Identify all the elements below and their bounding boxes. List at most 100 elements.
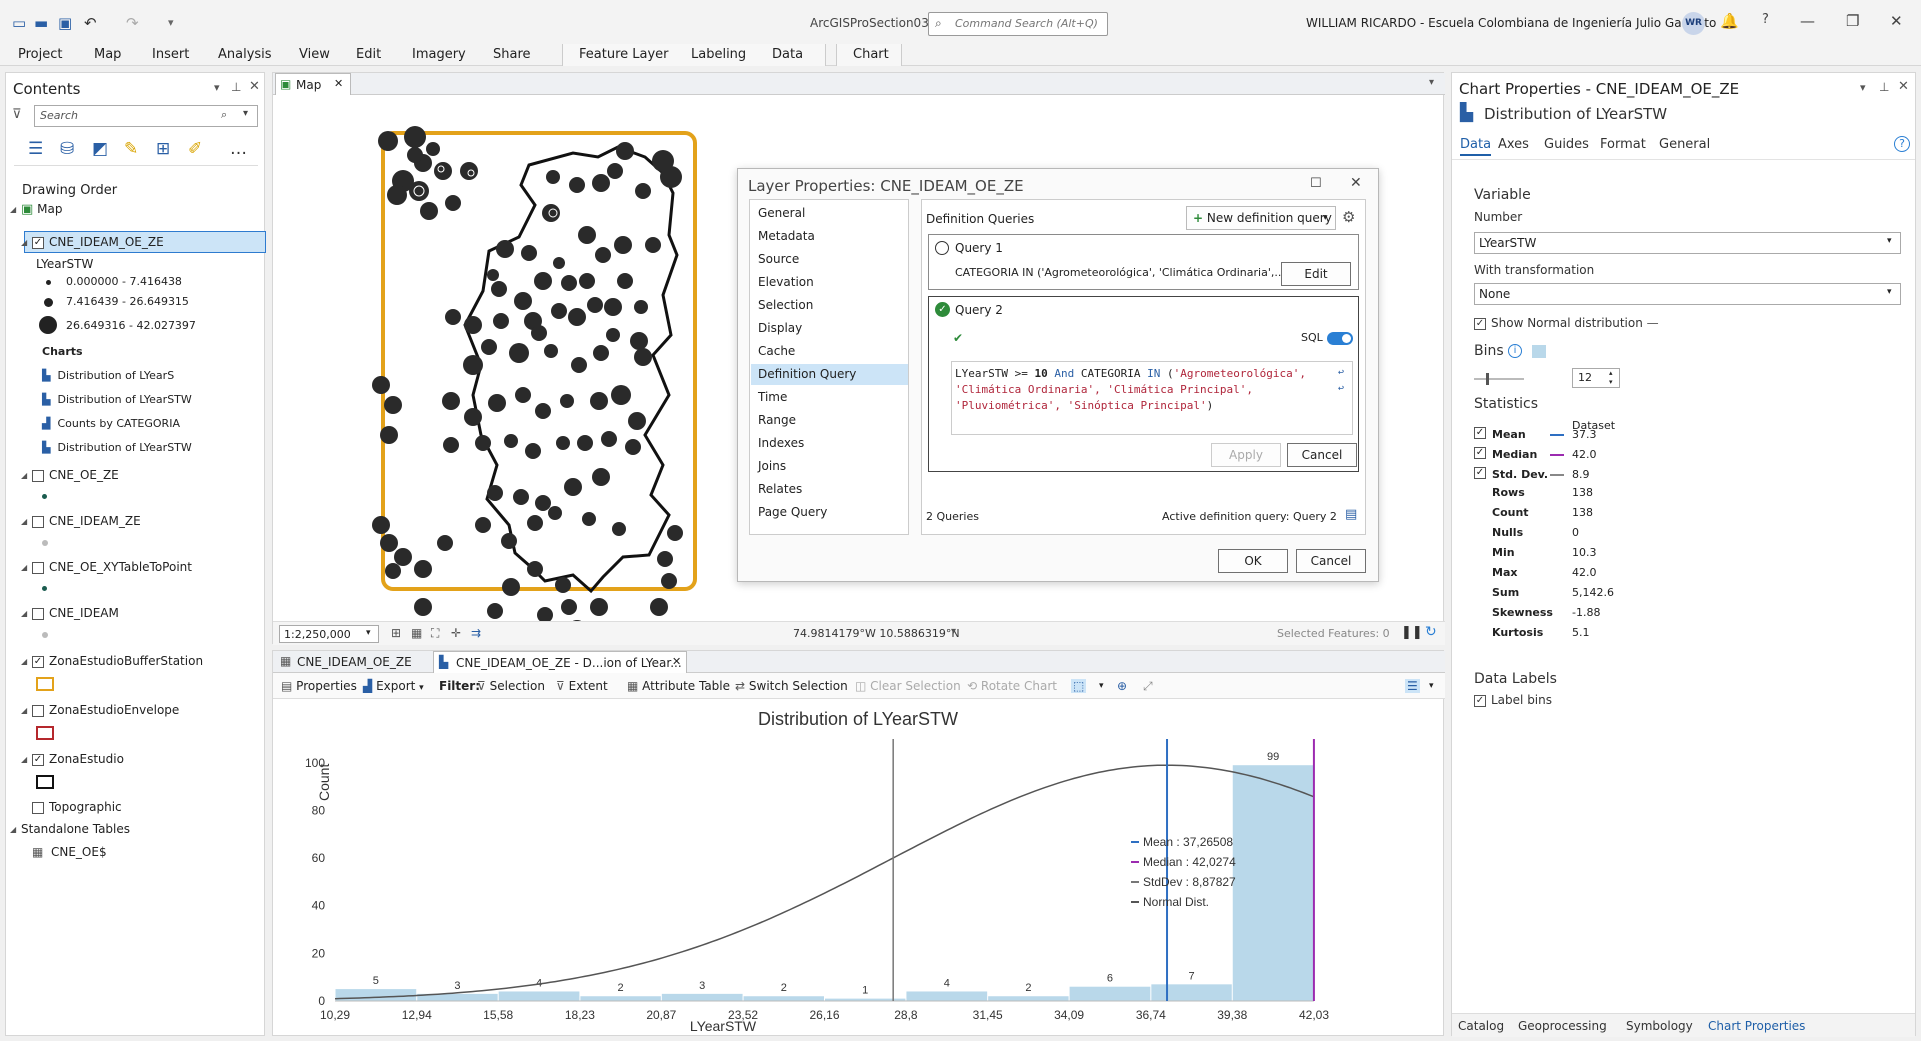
tab-view[interactable]: View <box>299 47 330 62</box>
close-tab-icon[interactable]: ✕ <box>334 77 344 90</box>
tab-map[interactable]: Map <box>94 47 122 62</box>
toc-layer[interactable]: CNE_OE_XYTableToPoint <box>32 560 192 574</box>
nav-metadata[interactable]: Metadata <box>758 229 815 243</box>
bins-slider-handle[interactable] <box>1486 373 1489 385</box>
close-pane-icon[interactable]: ✕ <box>249 79 260 94</box>
stepper-arrows-icon[interactable]: ▴ ▾ <box>1609 369 1613 386</box>
editing-icon[interactable]: ✎ <box>124 139 139 159</box>
nav-elevation[interactable]: Elevation <box>758 275 814 289</box>
tab-guides[interactable]: Guides <box>1544 137 1589 152</box>
chevron-down-icon[interactable]: ▾ <box>1099 681 1104 691</box>
filter-extent-button[interactable]: ⊽ Extent <box>556 679 608 693</box>
tab-analysis[interactable]: Analysis <box>218 47 272 62</box>
expand-layer-icon[interactable]: ◢ <box>21 563 28 572</box>
layer-visibility-checkbox[interactable] <box>32 704 44 717</box>
filter-icon[interactable]: ⊽ <box>12 107 22 122</box>
toc-layer[interactable]: CNE_IDEAM_ZE <box>32 514 141 528</box>
expand-layer-icon[interactable]: ◢ <box>21 471 28 480</box>
help-icon[interactable]: ? <box>1762 12 1769 27</box>
stat-checkbox[interactable]: ✓ <box>1474 467 1486 479</box>
redo-icon[interactable]: ↷ <box>126 14 139 32</box>
layer-visibility-checkbox[interactable] <box>32 801 44 814</box>
nav-general[interactable]: General <box>758 206 806 220</box>
layer-visibility-checkbox[interactable] <box>32 607 44 620</box>
checkbox[interactable]: ✓ <box>1474 694 1486 707</box>
more-options-icon[interactable]: … <box>230 139 247 159</box>
query-1-box[interactable]: Query 1 CATEGORIA IN ('Agrometeorológica… <box>928 234 1359 290</box>
save-icon[interactable]: ▣ <box>58 14 73 32</box>
maximize-icon[interactable]: ☐ <box>1310 176 1322 191</box>
help-icon[interactable]: ? <box>1894 136 1910 152</box>
tab-chart[interactable]: Chart <box>853 47 889 62</box>
legend-toggle-icon[interactable]: ☰ <box>1405 679 1420 693</box>
map-canvas[interactable] <box>273 95 1443 621</box>
tab-chart-properties[interactable]: Chart Properties <box>1708 1019 1806 1033</box>
extent-icon[interactable]: ⛶ <box>431 626 440 640</box>
labeling-icon[interactable]: ✐ <box>188 139 203 159</box>
close-tab-icon[interactable]: ✕ <box>672 655 682 668</box>
chart-item[interactable]: ▙ Distribution of LYearS <box>42 369 174 382</box>
nav-page-query[interactable]: Page Query <box>758 505 828 519</box>
expand-layer-icon[interactable]: ◢ <box>21 657 28 666</box>
nav-cache[interactable]: Cache <box>758 344 796 358</box>
fixed-zoom-icon[interactable]: ⊞ <box>391 626 402 640</box>
tab-data[interactable]: Data <box>1460 137 1492 156</box>
query-2-active-icon[interactable]: ✓ <box>935 302 950 317</box>
switch-selection-button[interactable]: ⇄ Switch Selection <box>735 679 848 693</box>
pause-icon[interactable]: ❚❚ <box>1401 625 1423 640</box>
notification-bell-icon[interactable]: 🔔 <box>1720 12 1739 30</box>
query-1-radio[interactable] <box>935 241 949 255</box>
layer-visibility-checkbox[interactable]: ✓ <box>32 655 44 668</box>
toc-layer[interactable]: ✓ ZonaEstudio <box>32 752 124 766</box>
nav-source[interactable]: Source <box>758 252 800 266</box>
pane-menu-icon[interactable]: ▾ <box>1860 81 1866 94</box>
histogram-chart[interactable]: Distribution of LYearSTW 0 20 40 60 80 100 5 3… <box>273 699 1443 1035</box>
nav-relates[interactable]: Relates <box>758 482 803 496</box>
filter-selection-button[interactable]: ⊽ Selection <box>477 679 545 693</box>
nav-range[interactable]: Range <box>758 413 797 427</box>
clear-selection-button[interactable]: ◫ Clear Selection <box>855 679 961 693</box>
checkbox[interactable]: ✓ <box>1474 317 1486 330</box>
toc-layer-selected[interactable] <box>24 231 266 253</box>
label-bins-checkbox[interactable]: ✓ Label bins <box>1474 693 1552 707</box>
stat-checkbox[interactable]: ✓ <box>1474 427 1486 439</box>
chart-item[interactable]: ▟ Counts by CATEGORIA <box>42 417 180 430</box>
layer-visibility-checkbox[interactable] <box>32 561 44 574</box>
nav-joins[interactable]: Joins <box>758 459 787 473</box>
layer-visibility-checkbox[interactable]: ✓ <box>32 753 44 766</box>
search-icon[interactable]: ⌕ <box>221 108 228 121</box>
close-dialog-icon[interactable]: ✕ <box>1350 175 1362 191</box>
toc-layer[interactable]: ✓ ZonaEstudioBufferStation <box>32 654 203 668</box>
chart-item[interactable]: ▙ Distribution of LYearSTW <box>42 393 192 406</box>
minimize-icon[interactable]: — <box>1800 12 1815 30</box>
avatar[interactable]: WR <box>1682 12 1705 35</box>
properties-button[interactable]: ▤ Properties <box>281 679 357 693</box>
drawing-order-icon[interactable]: ☰ <box>28 139 44 159</box>
bins-input[interactable]: 12 ▴ ▾ <box>1572 368 1620 388</box>
coordinate-format-chevron-icon[interactable]: ▾ <box>951 626 957 637</box>
attribute-table-button[interactable]: ▦ Attribute Table <box>627 679 730 693</box>
search-options-chevron-icon[interactable]: ▾ <box>243 108 249 119</box>
expand-tables-icon[interactable]: ◢ <box>10 825 17 834</box>
nav-definition-query[interactable]: Definition Query <box>758 367 857 381</box>
command-search-input[interactable]: ⌕ Command Search (Alt+Q) <box>928 12 1108 36</box>
gear-icon[interactable]: ⚙ <box>1342 208 1356 226</box>
customize-toolbar-icon[interactable]: ▾ <box>168 16 174 29</box>
tab-edit[interactable]: Edit <box>356 47 382 62</box>
tab-attribute-table[interactable]: ▦ CNE_IDEAM_OE_ZE <box>275 651 431 673</box>
contents-search-input[interactable]: Search ⌕ ▾ <box>34 105 258 127</box>
tab-general[interactable]: General <box>1659 137 1711 152</box>
expand-layer-icon[interactable]: ◢ <box>21 755 28 764</box>
grid-icon[interactable]: ▦ <box>411 626 423 640</box>
tab-feature-layer[interactable]: Feature Layer <box>579 47 669 62</box>
scale-selector[interactable]: 1:2,250,000 ▾ <box>279 625 379 643</box>
query-cancel-button[interactable]: Cancel <box>1287 443 1357 467</box>
pin-icon[interactable]: ⊥ <box>231 80 242 94</box>
select-tool-icon[interactable]: ⬚ <box>1071 679 1087 693</box>
chart-item[interactable]: ▙ Distribution of LYearSTW <box>42 441 192 454</box>
tab-labeling[interactable]: Labeling <box>691 47 747 62</box>
selection-list-icon[interactable]: ◩ <box>92 139 109 159</box>
restore-icon[interactable]: ❐ <box>1846 12 1860 30</box>
undo-icon[interactable]: ↶ <box>84 14 97 32</box>
close-pane-icon[interactable]: ✕ <box>1898 79 1909 94</box>
